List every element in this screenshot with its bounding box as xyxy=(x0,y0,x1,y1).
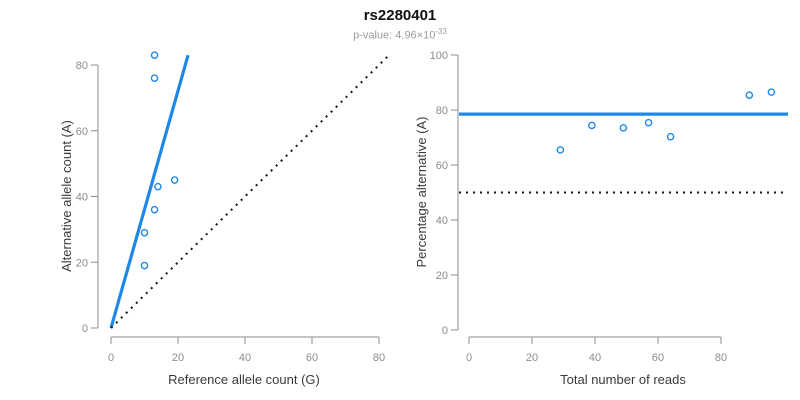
data-point xyxy=(150,74,159,82)
data-point xyxy=(619,124,628,132)
y-tick-label: 60 xyxy=(76,126,88,138)
x-axis-title: Total number of reads xyxy=(560,372,686,387)
fitted-ratio-line xyxy=(109,54,190,329)
data-point xyxy=(767,88,776,96)
y-tick-label: 40 xyxy=(436,215,448,227)
x-axis-title: Reference allele count (G) xyxy=(168,372,320,387)
data-point xyxy=(154,182,162,191)
y-tick-label: 20 xyxy=(76,257,88,269)
data-point xyxy=(666,132,675,141)
identity-line xyxy=(110,54,390,329)
x-tick-label: 0 xyxy=(108,352,114,364)
x-tick-label: 20 xyxy=(526,352,538,364)
data-point xyxy=(745,91,754,99)
x-tick-label: 0 xyxy=(466,352,472,364)
y-tick-label: 60 xyxy=(436,160,448,172)
y-tick-label: 80 xyxy=(436,105,448,117)
data-point xyxy=(170,176,179,184)
data-point xyxy=(588,121,596,130)
p-value-exponent: -33 xyxy=(435,27,447,36)
x-tick-label: 80 xyxy=(715,352,727,364)
data-point xyxy=(556,146,565,154)
data-point xyxy=(140,228,149,237)
x-tick-label: 20 xyxy=(172,352,184,364)
y-tick-label: 40 xyxy=(76,192,88,204)
x-tick-label: 60 xyxy=(652,352,664,364)
y-axis-title: Percentage alternative (A) xyxy=(414,116,429,267)
data-point xyxy=(140,261,149,270)
data-point xyxy=(150,205,159,214)
data-point xyxy=(150,51,159,59)
x-tick-label: 40 xyxy=(239,352,251,364)
p-value-text: p-value: 4.96×10 xyxy=(353,29,436,42)
y-tick-label: 100 xyxy=(430,50,448,62)
x-tick-label: 40 xyxy=(589,352,601,364)
plot-subtitle: p-value: 4.96×10-33 xyxy=(0,25,800,43)
y-tick-label: 80 xyxy=(76,60,88,72)
data-point xyxy=(644,118,653,127)
plot-title: rs2280401 xyxy=(363,7,437,24)
y-tick-label: 0 xyxy=(82,323,88,335)
x-tick-label: 80 xyxy=(373,352,385,364)
y-axis-title: Alternative allele count (A) xyxy=(59,120,74,272)
x-tick-label: 60 xyxy=(306,352,318,364)
figure-header: rs2280401 p-value: 4.96×10-33 xyxy=(0,0,800,43)
y-tick-label: 20 xyxy=(436,270,448,282)
y-tick-label: 0 xyxy=(442,325,448,337)
